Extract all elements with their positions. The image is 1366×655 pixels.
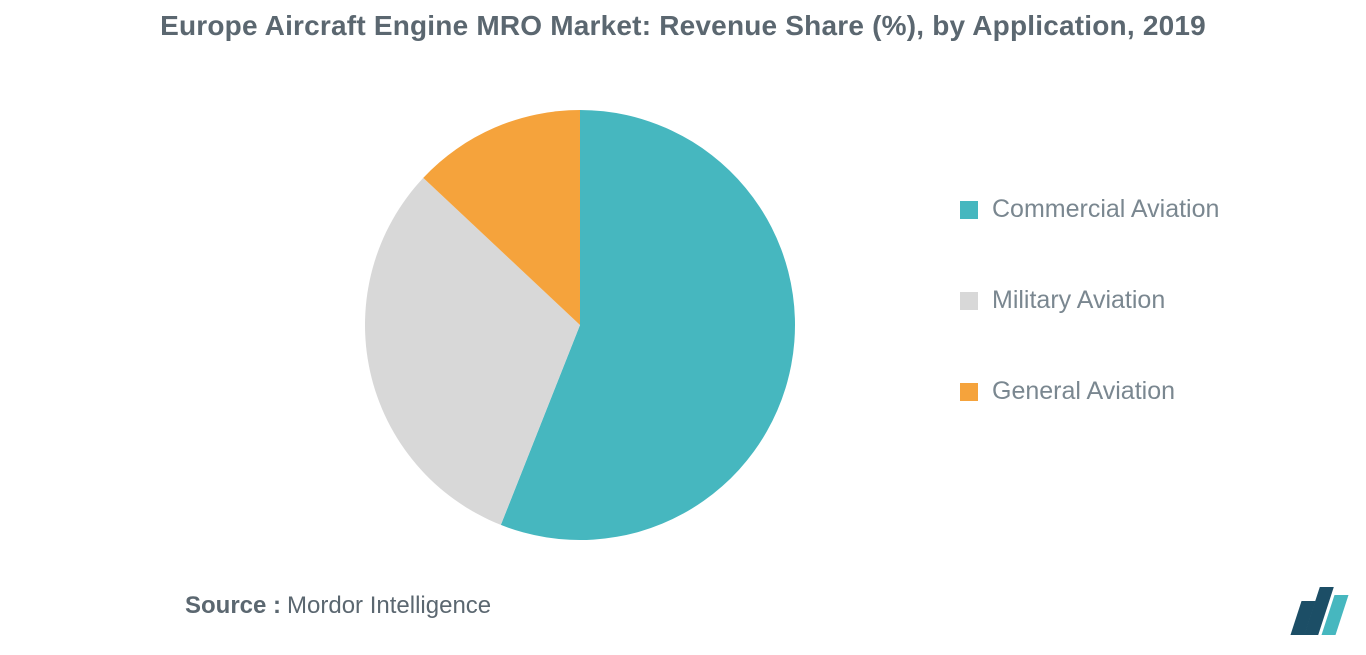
legend-item: Commercial Aviation: [960, 195, 1219, 224]
legend-swatch-icon: [960, 383, 978, 401]
source-prefix: Source :: [185, 592, 281, 620]
legend-swatch-icon: [960, 201, 978, 219]
source-text: Mordor Intelligence: [287, 592, 491, 620]
legend-label: General Aviation: [992, 377, 1175, 406]
legend-swatch-icon: [960, 292, 978, 310]
brand-logo-icon: [1296, 587, 1342, 635]
legend-item: Military Aviation: [960, 286, 1219, 315]
chart-container: Europe Aircraft Engine MRO Market: Reven…: [0, 0, 1366, 655]
legend: Commercial Aviation Military Aviation Gene…: [960, 195, 1219, 406]
source-line: Source : Mordor Intelligence: [185, 592, 491, 620]
legend-label: Military Aviation: [992, 286, 1165, 315]
legend-label: Commercial Aviation: [992, 195, 1219, 224]
legend-item: General Aviation: [960, 377, 1219, 406]
